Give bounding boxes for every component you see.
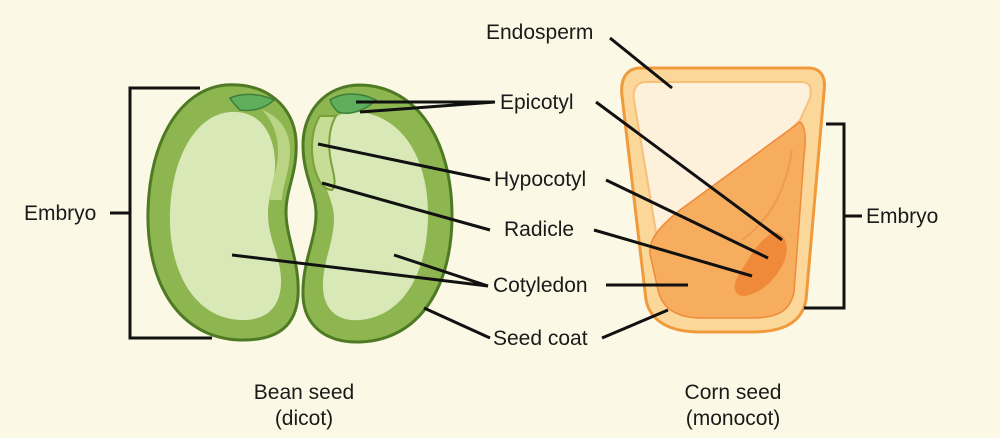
embryo-bracket-left bbox=[110, 86, 212, 340]
label-radicle: Radicle bbox=[504, 218, 574, 241]
bean-seed bbox=[146, 83, 454, 344]
label-embryo-left: Embryo bbox=[24, 202, 96, 225]
bean-left-cotyledon bbox=[169, 111, 282, 321]
captions: Bean seed (dicot) Corn seed (monocot) bbox=[254, 381, 782, 430]
leader-epicotyl-corn bbox=[595, 100, 783, 242]
caption-bean-line2: (dicot) bbox=[275, 407, 333, 430]
caption-corn-line2: (monocot) bbox=[686, 407, 781, 430]
leader-hypocotyl-corn bbox=[605, 178, 769, 260]
leader-endosperm bbox=[609, 36, 673, 90]
label-hypocotyl: Hypocotyl bbox=[494, 168, 586, 191]
corn-seed bbox=[620, 66, 826, 334]
bean-right-epicotyl-leaf bbox=[329, 93, 378, 114]
label-embryo-right: Embryo bbox=[866, 205, 938, 228]
leader-cotyledon-bean-left bbox=[231, 253, 489, 288]
leader-seed-coat-corn bbox=[601, 308, 669, 340]
caption-bean-line1: Bean seed bbox=[254, 381, 354, 404]
leader-radicle-bean bbox=[321, 181, 491, 232]
leader-seed-coat-bean bbox=[423, 306, 491, 340]
embryo-bracket-right bbox=[804, 122, 862, 310]
corn-embryo-axis bbox=[734, 232, 787, 296]
bean-left-axis bbox=[262, 110, 290, 200]
leader-radicle-corn bbox=[593, 228, 753, 278]
leader-epicotyl-bean-2 bbox=[359, 100, 496, 114]
bean-right-axis bbox=[311, 115, 338, 192]
label-epicotyl: Epicotyl bbox=[500, 91, 574, 114]
corn-embryo-streak bbox=[741, 149, 793, 241]
labels: Endosperm Epicotyl Hypocotyl Radicle Cot… bbox=[24, 21, 938, 350]
label-endosperm: Endosperm bbox=[486, 21, 593, 44]
caption-corn-line1: Corn seed bbox=[685, 381, 782, 404]
leader-hypocotyl-bean bbox=[317, 142, 491, 182]
label-cotyledon: Cotyledon bbox=[493, 274, 588, 297]
label-seed-coat: Seed coat bbox=[493, 327, 588, 350]
leader-cotyledon-bean-right bbox=[393, 253, 489, 288]
bean-left-epicotyl-leaf bbox=[228, 93, 276, 112]
leader-lines bbox=[231, 36, 783, 340]
